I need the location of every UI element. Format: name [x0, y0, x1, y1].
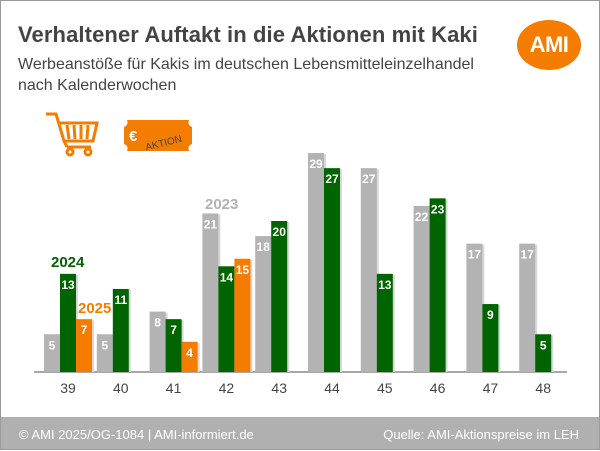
data-label-2023-kw43: 18: [257, 240, 271, 254]
bar-2023-kw48: [519, 243, 536, 372]
footer-copyright: © AMI 2025/OG-1084 | AMI-informiert.de: [19, 427, 254, 442]
bar-2024-kw42: [218, 266, 235, 372]
data-label-2024-kw46: 23: [431, 202, 445, 216]
x-tick-label: 42: [219, 380, 235, 396]
data-label-2023-kw47: 17: [468, 248, 482, 262]
data-label-2025-kw39: 7: [81, 323, 88, 337]
ami-logo: AMI: [517, 20, 581, 70]
x-tick-label: 45: [377, 380, 393, 396]
x-tick-label: 39: [60, 380, 76, 396]
data-label-2023-kw39: 5: [49, 338, 56, 352]
bar-2025-kw42: [234, 258, 251, 372]
legend-2023: 2023: [205, 196, 238, 213]
bar-2025-kw39: [76, 319, 92, 372]
bar-2023-kw39: [44, 334, 60, 372]
legend-2025: 2025: [78, 300, 111, 317]
data-label-2025-kw42: 15: [236, 263, 250, 277]
chart-subtitle: Werbeanstöße für Kakis im deutschen Lebe…: [18, 56, 474, 94]
x-tick-label: 41: [166, 380, 182, 396]
x-tick-label: 40: [113, 380, 129, 396]
euro-aktion-ticket-icon: € AKTION: [124, 120, 192, 154]
bar-2023-kw44: [308, 153, 324, 372]
x-tick-label: 46: [430, 380, 446, 396]
bar-2024-kw41: [165, 319, 182, 372]
euro-symbol: €: [129, 128, 138, 145]
data-label-2024-kw40: 11: [114, 293, 127, 307]
data-label-2023-kw46: 22: [415, 210, 429, 224]
data-label-2023-kw45: 27: [362, 172, 376, 186]
data-label-2024-kw42: 14: [220, 270, 234, 284]
data-label-2023-kw44: 29: [309, 157, 323, 171]
data-label-2025-kw41: 4: [186, 346, 193, 360]
x-tick-label: 47: [483, 380, 499, 396]
data-label-2023-kw41: 8: [154, 316, 161, 330]
bar-2025-kw41: [181, 341, 198, 372]
bar-2023-kw45: [360, 168, 377, 372]
bar-2023-kw43: [255, 236, 272, 372]
shopping-cart-icon: [46, 112, 99, 157]
data-label-2024-kw47: 9: [487, 308, 494, 322]
bar-2024-kw43: [271, 221, 288, 372]
data-label-2024-kw48: 5: [540, 338, 547, 352]
legend-2024: 2024: [51, 254, 85, 271]
data-label-2024-kw41: 7: [170, 323, 177, 337]
footer-source: Quelle: AMI-Aktionspreise im LEH: [383, 427, 579, 442]
x-tick-label: 44: [324, 380, 340, 396]
x-tick-label: 48: [535, 380, 551, 396]
chart-title: Verhaltener Auftakt in die Aktionen mit …: [18, 22, 478, 47]
bar-2023-kw42: [202, 213, 219, 372]
bar-2023-kw41: [149, 311, 166, 372]
bar-2024-kw46: [429, 198, 446, 372]
data-label-2024-kw45: 13: [378, 278, 392, 292]
bar-2024-kw47: [482, 304, 499, 372]
data-label-2024-kw39: 13: [61, 278, 75, 292]
data-label-2024-kw44: 27: [325, 172, 339, 186]
bar-2024-kw48: [535, 334, 552, 372]
data-label-2023-kw42: 21: [204, 217, 218, 231]
data-label-2023-kw48: 17: [521, 248, 535, 262]
bar-2023-kw47: [466, 243, 483, 372]
x-tick-label: 43: [271, 380, 287, 396]
data-label-2024-kw43: 20: [273, 225, 287, 239]
bar-2023-kw40: [96, 334, 113, 372]
bar-2024-kw44: [324, 168, 340, 372]
footer: © AMI 2025/OG-1084 | AMI-informiert.de Q…: [1, 417, 599, 449]
bar-2024-kw39: [60, 273, 76, 372]
bar-2024-kw40: [112, 288, 129, 372]
bar-2024-kw45: [376, 273, 393, 372]
bar-2023-kw46: [413, 205, 430, 372]
data-label-2023-kw40: 5: [101, 338, 108, 352]
